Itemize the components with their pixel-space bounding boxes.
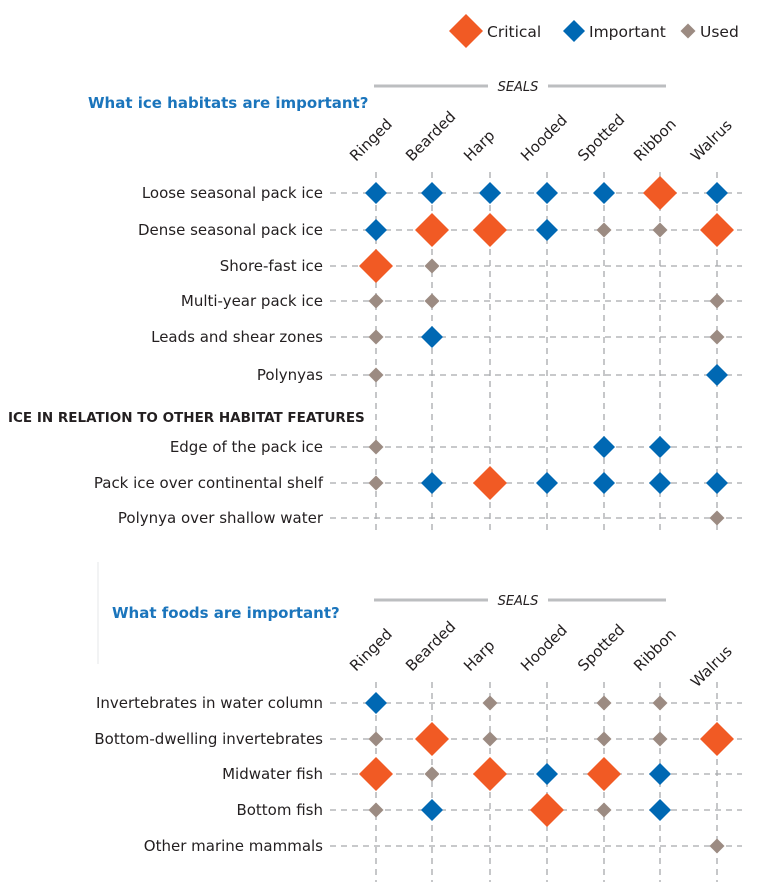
legend-marker-important [563, 20, 585, 42]
legend-label-important: Important [589, 23, 666, 41]
marker-used [709, 838, 725, 854]
section-title: ICE IN RELATION TO OTHER HABITAT FEATURE… [8, 410, 365, 426]
marker-used [424, 258, 440, 274]
marker-critical [700, 213, 734, 247]
marker-important [649, 436, 671, 458]
marker-used [424, 766, 440, 782]
seals-group-label: SEALS [498, 80, 539, 95]
marker-critical [587, 757, 621, 791]
marker-important [593, 472, 615, 494]
marker-used [709, 510, 725, 526]
legend-marker-critical [449, 14, 483, 48]
row-label: Polynya over shallow water [118, 509, 324, 527]
marker-important [649, 799, 671, 821]
column-label-harp: Harp [460, 127, 498, 165]
marker-used [596, 802, 612, 818]
marker-important [421, 799, 443, 821]
marker-critical [415, 213, 449, 247]
row-label: Invertebrates in water column [96, 694, 323, 712]
marker-critical [415, 722, 449, 756]
marker-critical [643, 176, 677, 210]
marker-used [368, 802, 384, 818]
marker-critical [473, 466, 507, 500]
seals-group-label: SEALS [498, 594, 539, 609]
row-label: Dense seasonal pack ice [138, 221, 323, 239]
marker-important [649, 472, 671, 494]
row-label: Shore-fast ice [220, 257, 323, 275]
marker-important [536, 472, 558, 494]
row-label: Midwater fish [222, 765, 323, 783]
column-label-walrus: Walrus [687, 116, 736, 165]
marker-critical [473, 757, 507, 791]
column-label-ringed: Ringed [346, 625, 396, 675]
marker-important [421, 472, 443, 494]
marker-important [421, 326, 443, 348]
marker-critical [530, 793, 564, 827]
column-label-ribbon: Ribbon [630, 625, 680, 675]
marker-critical [700, 722, 734, 756]
marker-used [368, 731, 384, 747]
legend-marker-used [680, 23, 696, 39]
marker-important [706, 182, 728, 204]
marker-important [649, 763, 671, 785]
column-label-spotted: Spotted [574, 111, 628, 165]
column-label-ringed: Ringed [346, 115, 396, 165]
marker-critical [359, 757, 393, 791]
marker-important [536, 219, 558, 241]
column-label-ribbon: Ribbon [630, 115, 680, 165]
row-label: Bottom-dwelling invertebrates [94, 730, 323, 748]
marker-important [706, 472, 728, 494]
column-label-bearded: Bearded [402, 108, 459, 165]
marker-used [482, 731, 498, 747]
legend-label-used: Used [700, 23, 739, 41]
marker-important [365, 219, 387, 241]
legend-label-critical: Critical [487, 23, 541, 41]
row-label: Pack ice over continental shelf [94, 474, 324, 492]
row-label: Loose seasonal pack ice [142, 184, 323, 202]
marker-critical [359, 249, 393, 283]
marker-important [479, 182, 501, 204]
row-label: Edge of the pack ice [170, 438, 323, 456]
column-label-spotted: Spotted [574, 621, 628, 675]
marker-important [593, 182, 615, 204]
marker-used [652, 731, 668, 747]
panel-heading: What ice habitats are important? [88, 94, 368, 112]
marker-used [596, 222, 612, 238]
marker-used [368, 439, 384, 455]
marker-used [368, 329, 384, 345]
marker-used [424, 293, 440, 309]
marker-important [365, 692, 387, 714]
marker-important [536, 763, 558, 785]
marker-used [652, 222, 668, 238]
column-label-bearded: Bearded [402, 618, 459, 675]
marker-used [652, 695, 668, 711]
row-label: Polynyas [257, 366, 323, 384]
marker-used [368, 475, 384, 491]
marker-important [421, 182, 443, 204]
column-label-walrus: Walrus [687, 642, 736, 691]
row-label: Leads and shear zones [151, 328, 323, 346]
marker-used [368, 367, 384, 383]
marker-used [709, 293, 725, 309]
marker-used [482, 695, 498, 711]
column-label-hooded: Hooded [517, 621, 571, 675]
panel-heading: What foods are important? [112, 604, 340, 622]
marker-important [706, 364, 728, 386]
marker-used [709, 329, 725, 345]
marker-used [596, 695, 612, 711]
marker-used [596, 731, 612, 747]
marker-used [368, 293, 384, 309]
marker-important [536, 182, 558, 204]
row-label: Bottom fish [236, 801, 323, 819]
marker-important [593, 436, 615, 458]
column-label-harp: Harp [460, 637, 498, 675]
row-label: Multi-year pack ice [181, 292, 323, 310]
marker-important [365, 182, 387, 204]
column-label-hooded: Hooded [517, 111, 571, 165]
marker-critical [473, 213, 507, 247]
row-label: Other marine mammals [144, 837, 323, 855]
